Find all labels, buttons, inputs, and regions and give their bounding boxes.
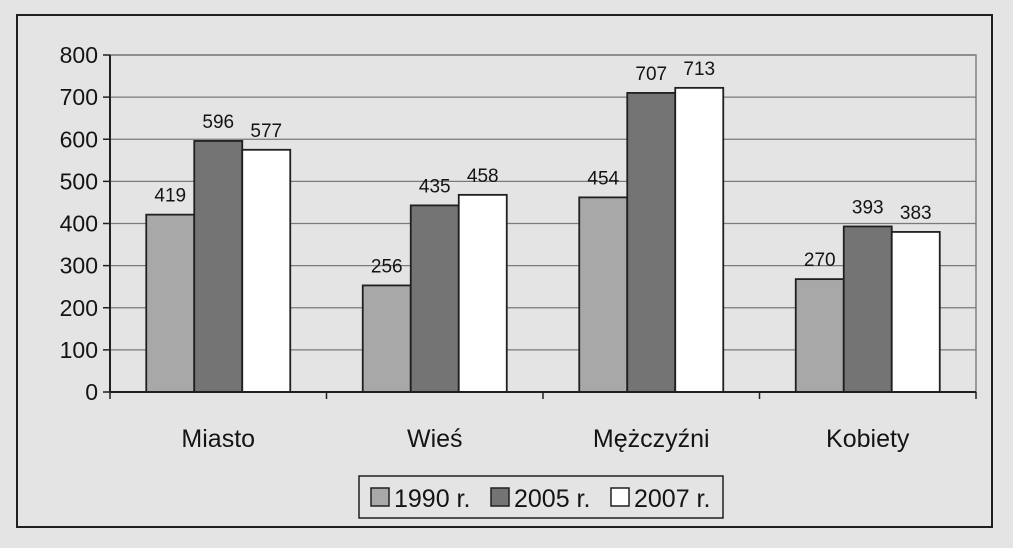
bars: [145, 86, 941, 393]
bar: [409, 204, 460, 393]
bar: [674, 86, 725, 393]
y-tick-label: 200: [60, 295, 98, 321]
legend-swatch: [490, 487, 510, 507]
data-label: 454: [587, 168, 619, 189]
data-label: 458: [467, 166, 499, 187]
x-category-label: Wieś: [407, 425, 463, 453]
legend-swatch: [370, 487, 390, 507]
bar: [578, 196, 629, 393]
bar: [193, 140, 244, 393]
bar: [626, 92, 677, 393]
data-labels: 419 596 577 256 435 458 454 707 713 270 393 383: [154, 59, 931, 278]
data-label: 419: [154, 186, 186, 207]
data-label: 577: [250, 121, 282, 142]
x-axis-ticks: Miasto Wieś Mężczyźni Kobiety: [109, 392, 977, 453]
data-label: 707: [635, 64, 667, 85]
x-category-label: Miasto: [181, 425, 255, 453]
bar: [361, 284, 412, 393]
y-tick-label: 0: [85, 379, 98, 405]
bar: [842, 225, 893, 393]
bar: [890, 231, 941, 393]
data-label: 596: [202, 112, 234, 133]
data-label: 393: [852, 197, 884, 218]
bar: [241, 148, 292, 393]
data-label: 713: [683, 59, 715, 80]
bar: [457, 193, 508, 393]
y-tick-label: 700: [60, 84, 98, 110]
legend-label: 2007 r.: [634, 485, 710, 513]
bar: [794, 278, 845, 393]
x-category-label: Mężczyźni: [593, 425, 710, 453]
y-tick-label: 400: [60, 211, 98, 237]
y-tick-label: 800: [60, 42, 98, 68]
bar: [145, 213, 196, 393]
legend-box: [358, 475, 724, 519]
y-axis-ticks: 0 100 200 300 400 500 600 700 800: [60, 42, 110, 405]
legend-label: 2005 r.: [514, 485, 590, 513]
data-label: 435: [419, 176, 451, 197]
x-category-label: Kobiety: [826, 425, 910, 453]
legend: 1990 r. 2005 r. 2007 r.: [358, 475, 724, 519]
legend-label: 1990 r.: [394, 485, 470, 513]
y-tick-label: 100: [60, 337, 98, 363]
y-tick-label: 500: [60, 168, 98, 194]
y-tick-label: 300: [60, 253, 98, 279]
legend-swatch: [610, 487, 630, 507]
data-label: 383: [900, 203, 932, 224]
y-tick-label: 600: [60, 126, 98, 152]
data-label: 270: [804, 250, 836, 271]
data-label: 256: [371, 256, 403, 277]
